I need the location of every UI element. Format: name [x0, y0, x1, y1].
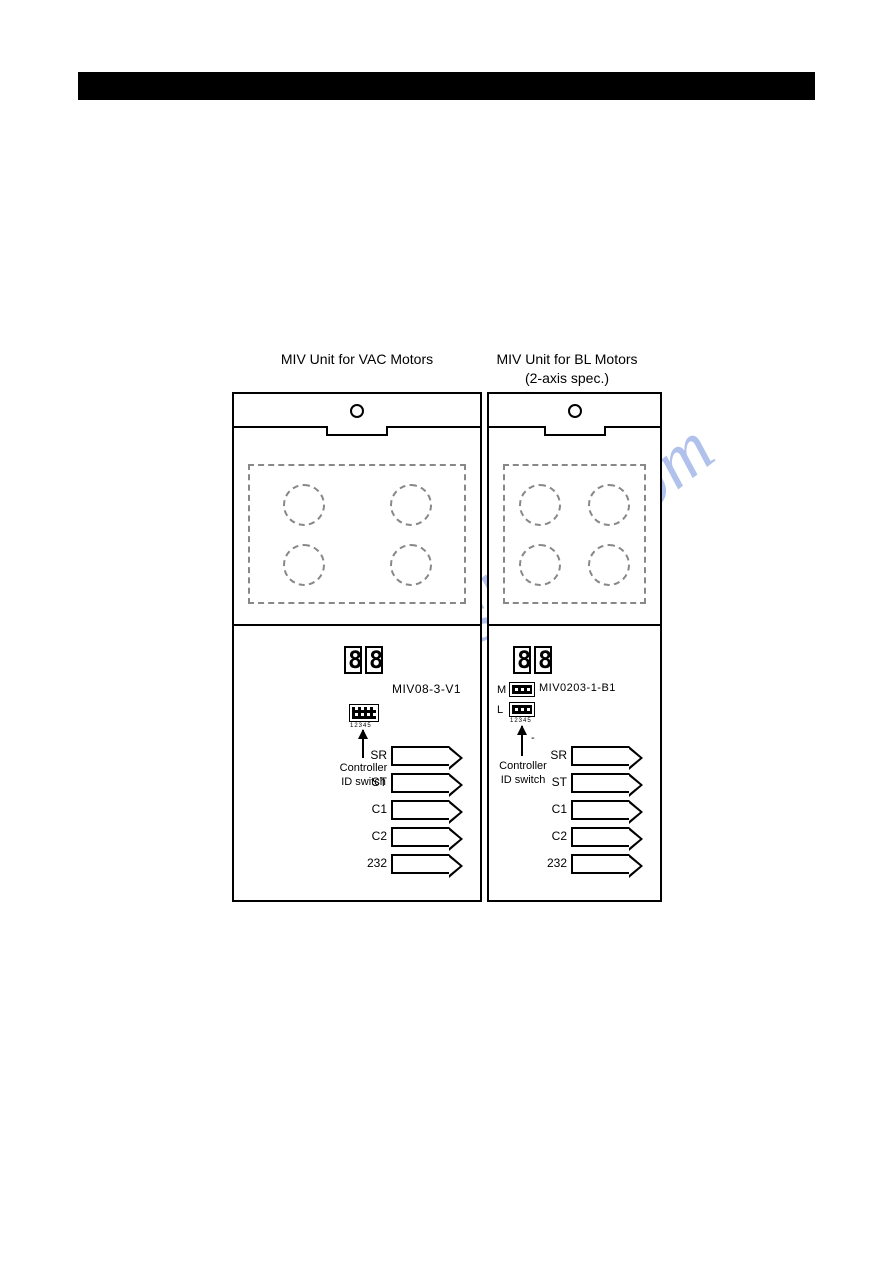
connector-shape-icon [571, 854, 629, 874]
divider-line [489, 624, 660, 626]
diagram-container: MIV Unit for VAC Motors MIV Unit for BL … [232, 350, 662, 910]
connector-sr: SR [391, 746, 466, 768]
seven-seg-digit-icon [365, 646, 383, 674]
circle-row-1 [505, 484, 644, 526]
dashed-circle-icon [519, 484, 561, 526]
dashed-circle-icon [588, 544, 630, 586]
m-label: M [497, 684, 506, 696]
connector-label: 232 [543, 856, 567, 870]
seven-segment-display [513, 646, 552, 674]
connector-shape-icon [391, 773, 449, 793]
connector-c1: C1 [571, 800, 646, 822]
connector-232: 232 [391, 854, 466, 876]
top-line-right [388, 426, 480, 428]
left-model-label: MIV08-3-V1 [392, 682, 461, 696]
dash: - [531, 732, 535, 744]
right-unit-title: MIV Unit for BL Motors (2-axis spec.) [472, 350, 662, 388]
left-unit-title: MIV Unit for VAC Motors [247, 350, 467, 369]
header-black-bar [78, 72, 815, 100]
connector-shape-icon [391, 854, 449, 874]
connector-232: 232 [571, 854, 646, 876]
notch [326, 426, 388, 436]
mount-hole-icon [568, 404, 582, 418]
divider-line [234, 624, 480, 626]
left-unit-body: MIV08-3-V1 12345 Controller ID switch SR… [232, 392, 482, 902]
left-connector-column: SR ST C1 C2 232 [391, 746, 466, 881]
right-connector-column: SR ST C1 C2 232 [571, 746, 646, 881]
connector-label: C1 [363, 802, 387, 816]
connector-label: ST [363, 775, 387, 789]
connector-label: C1 [543, 802, 567, 816]
connector-c1: C1 [391, 800, 466, 822]
top-line-left [234, 426, 326, 428]
dashed-circle-icon [519, 544, 561, 586]
seven-seg-digit-icon [534, 646, 552, 674]
dashed-circle-icon [588, 484, 630, 526]
connector-st: ST [391, 773, 466, 795]
connector-label: 232 [363, 856, 387, 870]
upper-dashed-panel [503, 464, 646, 604]
dashed-circle-icon [283, 484, 325, 526]
dashed-circle-icon [390, 544, 432, 586]
circle-row-2 [505, 544, 644, 586]
arrow-up-icon [521, 726, 523, 756]
notch [544, 426, 606, 436]
right-model-label: MIV0203-1-B1 [539, 682, 616, 694]
connector-label: C2 [543, 829, 567, 843]
seven-seg-digit-icon [344, 646, 362, 674]
circle-row-1 [250, 484, 464, 526]
right-unit-body: M MIV0203-1-B1 L 12345 - Controller ID s… [487, 392, 662, 902]
connector-shape-icon [391, 800, 449, 820]
dip-switch-l-icon: 12345 [509, 702, 535, 717]
seven-segment-display [344, 646, 383, 674]
dashed-circle-icon [390, 484, 432, 526]
connector-shape-icon [571, 827, 629, 847]
mount-hole-icon [350, 404, 364, 418]
upper-dashed-panel [248, 464, 466, 604]
connector-shape-icon [571, 800, 629, 820]
top-line-left [489, 426, 544, 428]
connector-c2: C2 [571, 827, 646, 849]
connector-shape-icon [571, 773, 629, 793]
connector-label: SR [543, 748, 567, 762]
connector-sr: SR [571, 746, 646, 768]
right-title-line2: (2-axis spec.) [525, 370, 609, 386]
circle-row-2 [250, 544, 464, 586]
dashed-circle-icon [283, 544, 325, 586]
connector-label: C2 [363, 829, 387, 843]
seven-seg-digit-icon [513, 646, 531, 674]
connector-shape-icon [391, 827, 449, 847]
connector-st: ST [571, 773, 646, 795]
top-line-right [605, 426, 660, 428]
connector-c2: C2 [391, 827, 466, 849]
dip-switch-m-icon [509, 682, 535, 697]
right-title-line1: MIV Unit for BL Motors [496, 351, 637, 367]
connector-shape-icon [391, 746, 449, 766]
dip-numbers: 12345 [510, 718, 532, 724]
connector-shape-icon [571, 746, 629, 766]
connector-label: ST [543, 775, 567, 789]
connector-label: SR [363, 748, 387, 762]
dip-switch-icon: 12345 [349, 704, 379, 722]
l-label: L [497, 704, 503, 716]
